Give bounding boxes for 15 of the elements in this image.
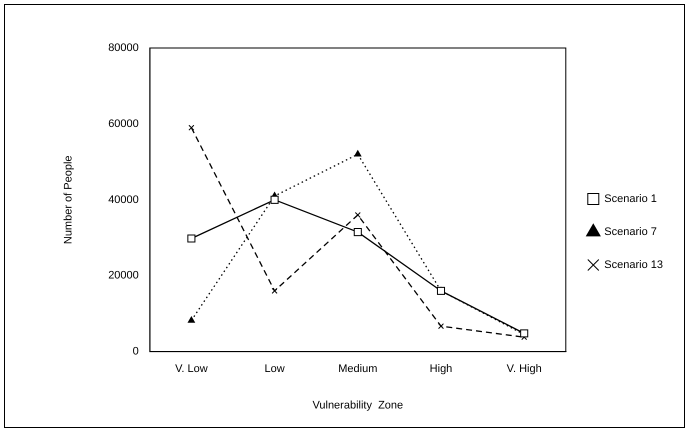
legend-label: Scenario 7 xyxy=(604,226,657,238)
y-tick-label: 40000 xyxy=(108,194,139,206)
y-tick-label: 80000 xyxy=(108,42,139,54)
x-axis-title: Vulnerability Zone xyxy=(312,399,404,412)
y-tick-label: 0 xyxy=(132,346,139,358)
legend-label: Scenario 13 xyxy=(604,259,664,272)
x-tick-label: V. High xyxy=(506,363,542,376)
y-tick-label: 60000 xyxy=(108,118,139,130)
x-tick-label: High xyxy=(430,363,452,376)
legend-label: Scenario 1 xyxy=(604,193,657,206)
y-tick-label: 20000 xyxy=(108,270,139,282)
y-axis-title: Number of People xyxy=(62,155,75,244)
x-tick-label: Low xyxy=(264,363,285,376)
x-tick-label: V. Low xyxy=(175,363,208,376)
x-tick-label: Medium xyxy=(338,363,378,376)
